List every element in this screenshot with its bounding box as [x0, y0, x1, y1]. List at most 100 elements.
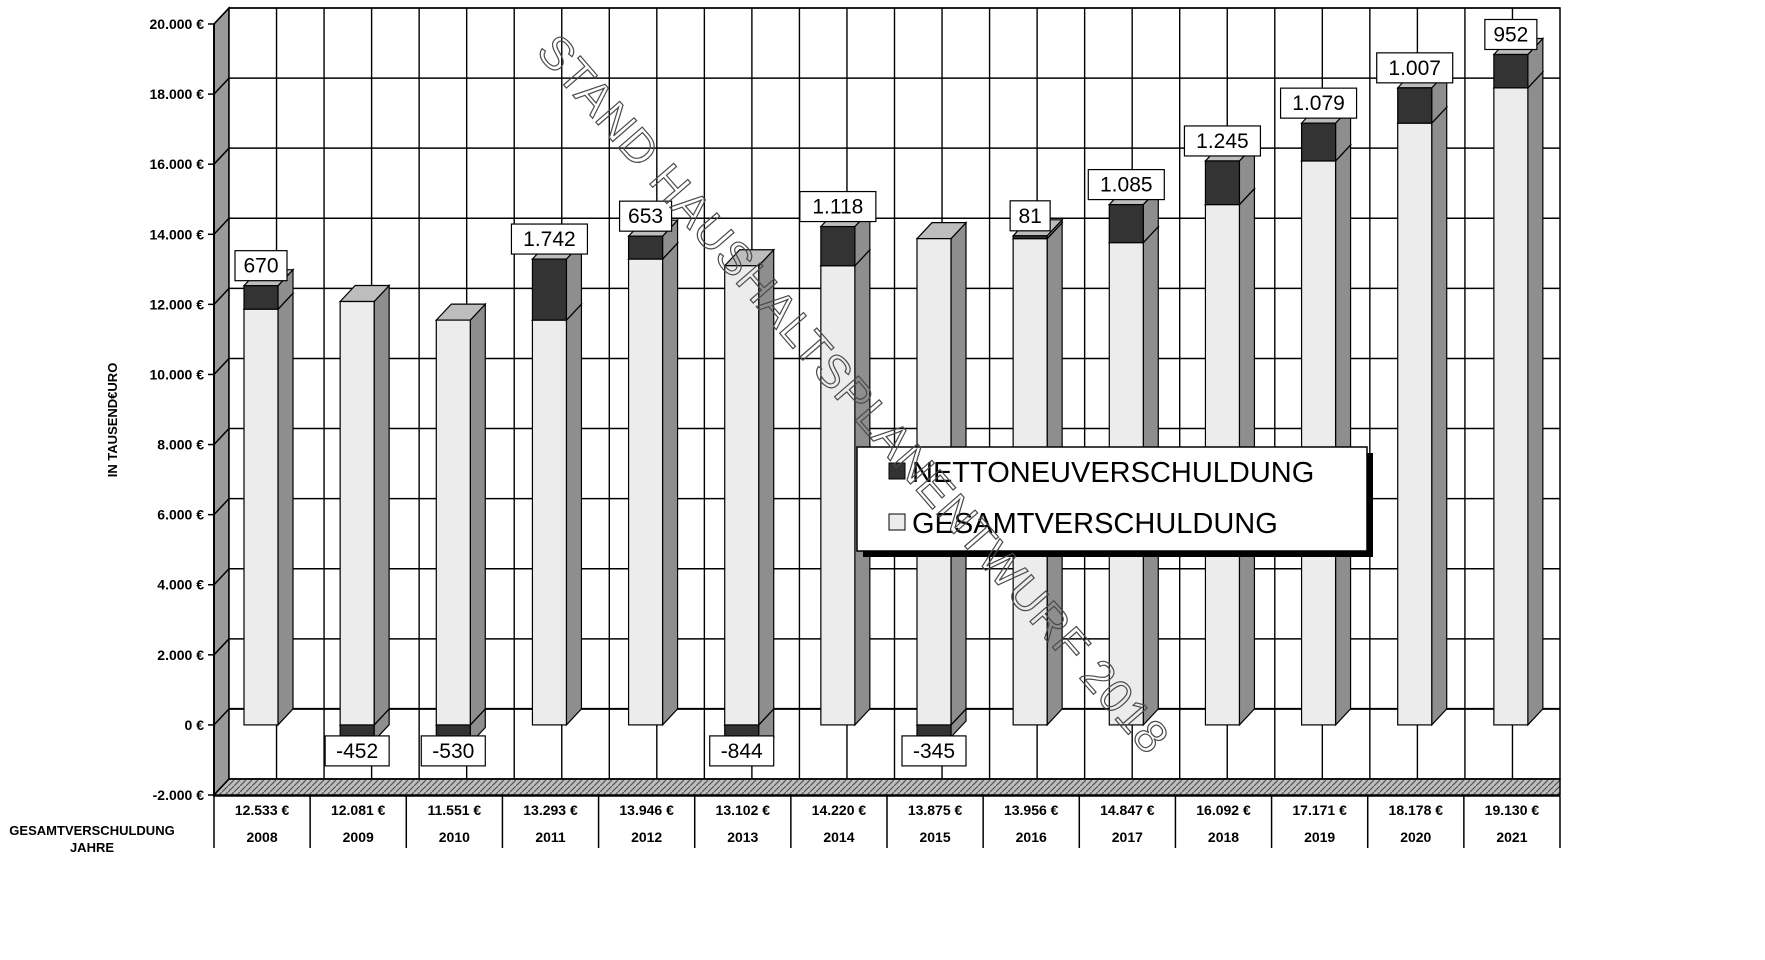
table-value: 13.875 € [908, 802, 963, 818]
x-tick-label: 2014 [823, 829, 854, 845]
data-label: 1.007 [1376, 52, 1454, 84]
table-row-label: GESAMTVERSCHULDUNG [9, 823, 174, 838]
svg-text:1.079: 1.079 [1292, 92, 1345, 115]
gridline-side [213, 357, 230, 375]
legend-label-netto: NETTONEUVERSCHULDUNG [912, 457, 1314, 489]
data-label: 1.742 [510, 223, 589, 255]
svg-text:1.118: 1.118 [812, 196, 863, 219]
x-tick-label: 2021 [1496, 829, 1527, 845]
svg-text:81: 81 [1018, 205, 1041, 228]
x-tick-label: 2016 [1016, 829, 1047, 845]
y-tick-label: 8.000 € [157, 437, 204, 453]
data-label: 952 [1484, 18, 1538, 51]
y-tick-label: 0 € [185, 717, 205, 733]
svg-text:-844: -844 [721, 740, 763, 763]
bar-gesamt [1396, 105, 1449, 727]
table-value: 13.946 € [619, 802, 674, 818]
x-tick-label: 2012 [631, 829, 662, 845]
table-value: 16.092 € [1196, 802, 1251, 818]
x-tick-label: 2008 [246, 829, 277, 845]
svg-text:1.742: 1.742 [523, 228, 576, 251]
table-value: 13.956 € [1004, 802, 1059, 818]
x-tick-label: 2017 [1112, 829, 1143, 845]
bar-gesamt [338, 284, 391, 727]
bar-gesamt [1492, 70, 1545, 727]
legend-swatch-netto [888, 462, 906, 480]
y-tick-label: 14.000 € [150, 226, 205, 242]
gridline-side [213, 7, 230, 25]
x-tick-label: 2019 [1304, 829, 1335, 845]
svg-text:1.085: 1.085 [1100, 174, 1153, 197]
y-tick-label: 12.000 € [150, 296, 205, 312]
bar-gesamt [242, 291, 295, 727]
data-label: -452 [324, 735, 390, 767]
svg-text:952: 952 [1493, 23, 1528, 46]
gridline-side [213, 568, 230, 586]
data-label: -530 [420, 735, 486, 767]
legend-swatch-gesamt [888, 513, 906, 531]
y-tick-label: 4.000 € [157, 577, 204, 593]
bar-gesamt [1300, 143, 1352, 727]
bar-netto [819, 209, 872, 268]
gridline-side [213, 147, 230, 165]
legend-box [856, 446, 1368, 552]
table-column-label: JAHRE [70, 840, 114, 855]
svg-text:-345: -345 [913, 740, 955, 763]
gridline-side [213, 287, 230, 305]
y-tick-label: 18.000 € [150, 86, 205, 102]
data-label: 1.085 [1087, 168, 1165, 201]
svg-text:670: 670 [243, 255, 278, 278]
data-label: 1.118 [799, 190, 877, 223]
table-value: 14.220 € [812, 802, 867, 818]
y-tick-label: 10.000 € [150, 366, 205, 382]
y-tick-label: 2.000 € [157, 647, 204, 663]
legend-label-gesamt: GESAMTVERSCHULDUNG [912, 508, 1278, 540]
table-value: 11.551 € [427, 802, 481, 818]
data-label: 670 [234, 250, 288, 282]
svg-text:1.245: 1.245 [1196, 130, 1249, 153]
y-tick-label: 16.000 € [150, 156, 205, 172]
x-tick-label: 2013 [727, 829, 758, 845]
data-table: 12.533 € 2008 12.081 € 2009 11.551 € 2010 13.2… [213, 795, 1561, 848]
gridline-side [213, 498, 230, 516]
gridline-side [213, 428, 230, 446]
bar-gesamt [723, 248, 776, 727]
legend: NETTONEUVERSCHULDUNG GESAMTVERSCHULDUNG [856, 446, 1373, 557]
table-value: 13.102 € [716, 802, 771, 818]
gridline-side [213, 77, 230, 95]
data-label: 81 [1009, 200, 1051, 232]
data-label: -345 [901, 735, 967, 767]
x-tick-label: 2020 [1400, 829, 1431, 845]
data-label: 1.245 [1183, 125, 1262, 157]
svg-text:1.007: 1.007 [1388, 57, 1441, 80]
x-tick-label: 2015 [919, 829, 950, 845]
x-tick-label: 2009 [343, 829, 374, 845]
gridline-side [213, 708, 230, 726]
data-label: 653 [618, 200, 673, 232]
gridline-side [213, 778, 230, 796]
svg-text:-530: -530 [432, 740, 474, 763]
data-label: 1.079 [1279, 87, 1358, 119]
y-tick-label: -2.000 € [153, 787, 205, 803]
gridline-side [213, 217, 230, 235]
table-value: 12.081 € [331, 802, 386, 818]
table-value: 14.847 € [1100, 802, 1155, 818]
table-value: 13.293 € [523, 802, 578, 818]
data-labels: 670 -452 -530 1.742 653 -844 1.118 -345 81 1.085 1… [234, 18, 1538, 767]
y-axis-ticks: -2.000 € 0 € 2.000 € 4.000 € 6.000 € 8.000 € 1… [150, 16, 215, 803]
gridline-side [213, 638, 230, 656]
x-tick-label: 2011 [535, 829, 566, 845]
x-tick-label: 2018 [1208, 829, 1239, 845]
y-tick-label: 20.000 € [150, 16, 205, 32]
bar-gesamt [531, 302, 583, 727]
side-wall [213, 6, 230, 797]
floor [212, 778, 1561, 796]
table-value: 19.130 € [1485, 802, 1540, 818]
x-tick-label: 2010 [439, 829, 470, 845]
y-tick-label: 6.000 € [157, 507, 204, 523]
y-axis-label: IN TAUSEND€URO [105, 363, 120, 478]
bar-gesamt [627, 241, 679, 727]
table-value: 17.171 € [1292, 802, 1347, 818]
bar-gesamt [819, 248, 872, 727]
